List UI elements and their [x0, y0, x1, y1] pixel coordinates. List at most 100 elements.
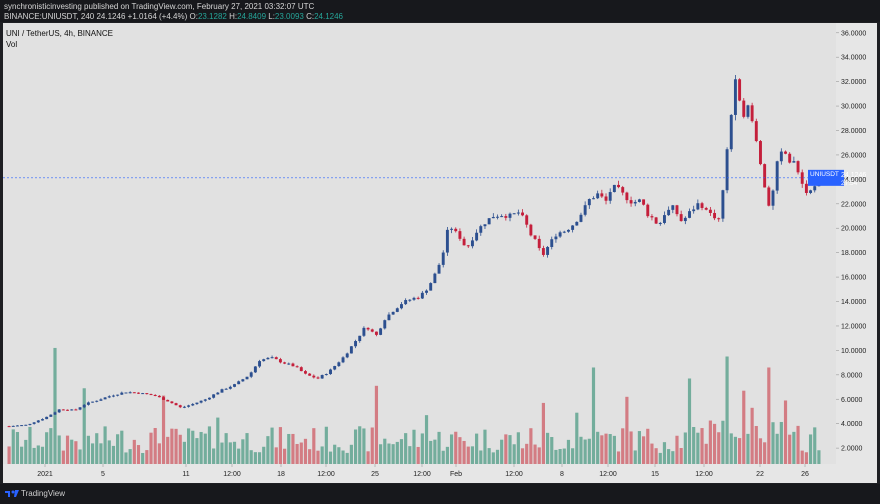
- volume-bar: [441, 450, 445, 464]
- candle-body: [733, 79, 737, 115]
- candle-body: [688, 211, 691, 218]
- volume-bar: [475, 433, 479, 464]
- open-label: O:: [189, 12, 198, 21]
- candle-body: [425, 290, 428, 293]
- y-tick-label: 12.0000: [841, 323, 866, 330]
- candle-body: [95, 400, 99, 402]
- candle-body: [15, 425, 19, 427]
- y-tick-label: 34.0000: [841, 55, 866, 62]
- volume-bar: [608, 434, 612, 464]
- candle-body: [604, 196, 608, 201]
- candle-body: [408, 299, 412, 301]
- y-tick-label: 22.0000: [841, 201, 866, 208]
- chart-area[interactable]: 36.0000 34.0000 32.0000 30.0000 28.0000 26.00…: [3, 23, 877, 483]
- candle-body: [462, 238, 466, 246]
- candle-body: [187, 405, 191, 407]
- candle-body: [391, 311, 395, 315]
- volume-bar: [195, 438, 199, 464]
- candle-body: [696, 203, 700, 210]
- candle-body: [308, 373, 312, 376]
- candle-body: [633, 201, 637, 204]
- volume-bar: [779, 421, 783, 464]
- volume-bar: [178, 434, 182, 464]
- low-label: L:: [268, 12, 275, 21]
- candle-body: [349, 346, 353, 354]
- candle-body: [374, 331, 378, 335]
- volume-bar: [74, 441, 78, 464]
- candle-body: [809, 190, 813, 193]
- volume-bar: [591, 367, 596, 464]
- candle-body: [99, 399, 103, 401]
- candle-body: [370, 329, 374, 332]
- volume-bar: [291, 433, 295, 464]
- candle-body: [61, 409, 65, 411]
- candle-body: [420, 292, 424, 299]
- candle-body: [437, 264, 441, 274]
- volume-bar: [704, 443, 708, 464]
- x-tick-label: 25: [371, 471, 379, 478]
- volume-bar: [278, 427, 283, 464]
- candle-body: [195, 402, 199, 405]
- volume-bar: [287, 433, 291, 464]
- price-change: +1.0164 (+4.4%): [127, 12, 188, 21]
- volume-bar: [387, 443, 391, 464]
- legend-volume[interactable]: Vol: [6, 40, 18, 49]
- volume-bar: [111, 445, 116, 464]
- x-tick-label: 12:00: [695, 471, 713, 478]
- candle-body: [496, 216, 499, 218]
- volume-bar: [537, 447, 541, 464]
- volume-bar: [742, 390, 746, 464]
- candle-body: [216, 392, 220, 395]
- volume-bar: [462, 440, 466, 464]
- high-label: H:: [229, 12, 238, 21]
- candle-body: [312, 375, 316, 378]
- x-tick-label: 12:00: [413, 471, 431, 478]
- candle-body: [804, 183, 808, 193]
- candle-body: [253, 366, 257, 373]
- volume-bar: [136, 445, 141, 464]
- volume-bar: [303, 438, 308, 464]
- x-tick-label: 5: [101, 471, 105, 478]
- candle-body: [278, 359, 282, 363]
- candle-body: [554, 236, 558, 240]
- candle-body: [157, 395, 161, 398]
- volume-bar: [433, 439, 437, 464]
- volume-bar: [813, 427, 817, 464]
- candle-body: [228, 386, 232, 389]
- time-axis-background: [3, 464, 836, 483]
- volume-bar: [333, 444, 337, 464]
- candle-body: [387, 314, 391, 321]
- volume-bar: [186, 428, 191, 464]
- chart-legend: UNI / TetherUS, 4h, BINANCE Vol: [6, 28, 113, 50]
- volume-bar: [637, 431, 642, 464]
- volume-bar: [571, 448, 575, 464]
- x-tick-label: 12:00: [223, 471, 241, 478]
- volume-bar: [692, 427, 696, 464]
- candle-body: [742, 100, 746, 117]
- volume-bar: [717, 432, 721, 464]
- candle-body: [454, 228, 458, 232]
- volume-bar: [207, 426, 212, 464]
- x-tick-label: 26: [801, 471, 809, 478]
- candle-body: [470, 240, 474, 247]
- volume-bar: [141, 452, 145, 464]
- volume-bar: [788, 434, 792, 464]
- author-name[interactable]: synchronisticinvesting: [4, 2, 82, 11]
- candle-body: [7, 426, 11, 428]
- volume-bar: [399, 439, 404, 464]
- y-axis: 36.0000 34.0000 32.0000 30.0000 28.0000 26.00…: [836, 30, 866, 453]
- legend-title[interactable]: UNI / TetherUS, 4h, BINANCE: [6, 29, 113, 38]
- candle-body: [145, 393, 149, 395]
- candle-body: [759, 141, 762, 165]
- brand-name[interactable]: TradingView: [21, 489, 66, 498]
- candle-body: [11, 425, 15, 427]
- candle-body: [441, 252, 445, 265]
- candle-body: [220, 389, 224, 393]
- y-tick-label: 10.0000: [841, 348, 866, 355]
- volume-bar: [312, 428, 316, 464]
- candle-body: [717, 218, 721, 220]
- candle-body: [721, 190, 725, 219]
- volume-bar: [767, 367, 771, 464]
- candle-body: [379, 328, 383, 335]
- price-chart[interactable]: 36.0000 34.0000 32.0000 30.0000 28.0000 26.00…: [3, 23, 877, 483]
